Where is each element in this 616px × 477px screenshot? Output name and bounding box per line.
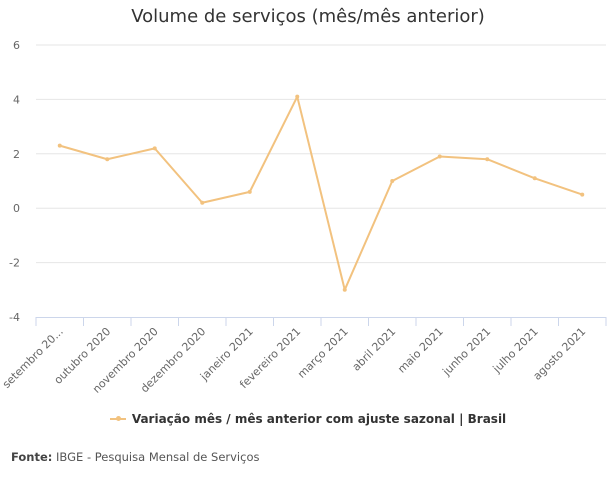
y-tick-label: 4	[13, 93, 20, 106]
data-point	[580, 192, 585, 197]
legend-label: Variação mês / mês anterior com ajuste s…	[131, 412, 507, 426]
data-point	[105, 157, 110, 162]
legend-swatch	[109, 416, 126, 421]
x-tick-label: maio 2021	[395, 325, 446, 376]
data-point	[200, 200, 205, 205]
data-point	[295, 94, 300, 99]
series-line	[59, 95, 583, 291]
data-point	[342, 287, 347, 292]
x-tick-label: março 2021	[295, 325, 351, 381]
x-tick-label: julho 2021	[490, 325, 541, 376]
data-point	[437, 154, 442, 159]
source-label: Fonte:	[11, 450, 53, 464]
grid-lines	[36, 44, 606, 264]
y-axis-ticks: 6 4 2 0 -2 -4	[9, 39, 20, 324]
data-point	[247, 189, 252, 194]
series-layer	[57, 94, 585, 292]
data-point	[390, 179, 395, 183]
legend[interactable]: Variação mês / mês anterior com ajuste s…	[0, 412, 616, 426]
data-point	[485, 157, 490, 162]
y-tick-label: 0	[13, 202, 20, 215]
x-tick-label: abril 2021	[350, 325, 399, 374]
source-note: Fonte: IBGE - Pesquisa Mensal de Serviço…	[11, 450, 259, 464]
y-tick-label: 6	[13, 39, 20, 52]
y-tick-label: 2	[13, 148, 20, 161]
x-tick-label: junho 2021	[439, 325, 493, 379]
data-point	[532, 176, 537, 181]
chart-title: Volume de serviços (mês/mês anterior)	[131, 6, 485, 27]
y-tick-label: -2	[9, 257, 20, 270]
data-point	[152, 146, 157, 151]
y-tick-label: -4	[9, 311, 20, 324]
data-point	[57, 143, 62, 148]
source-text: IBGE - Pesquisa Mensal de Serviços	[52, 450, 260, 464]
